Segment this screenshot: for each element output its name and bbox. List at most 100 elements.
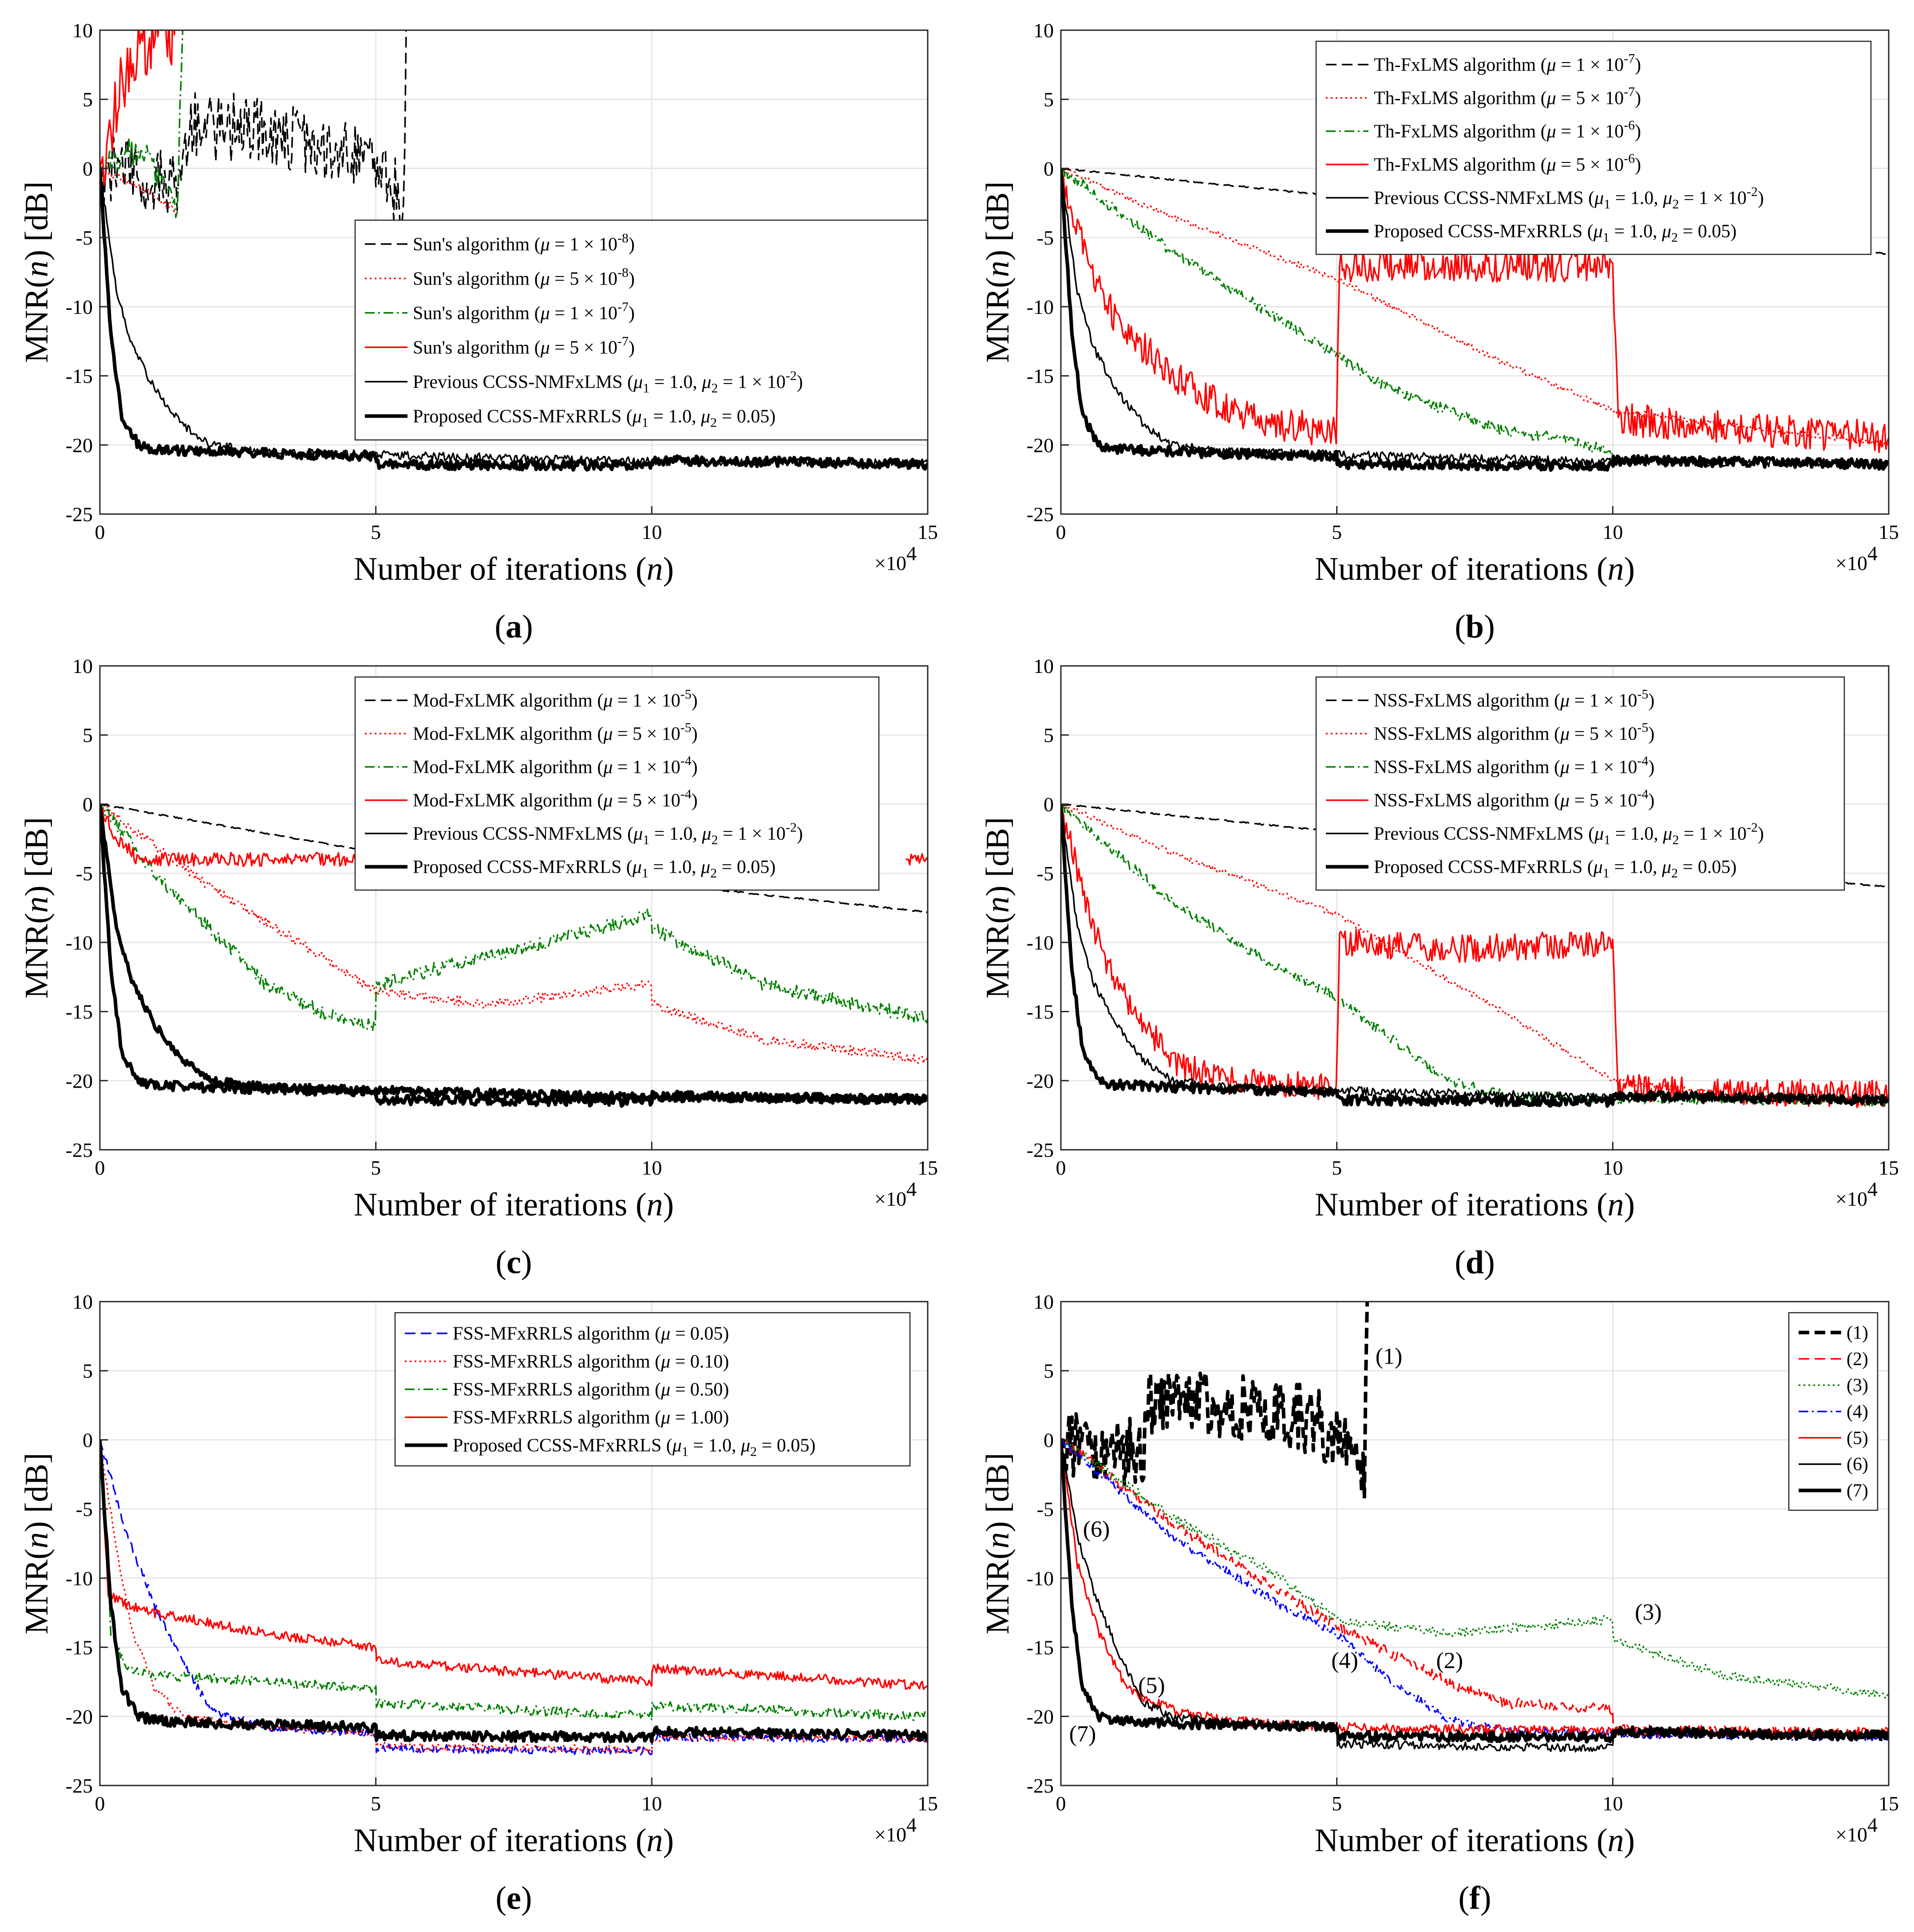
legend-box (354, 219, 929, 441)
panel-label: (c) (495, 1244, 532, 1281)
curve-annotation: (1) (1376, 1344, 1403, 1369)
series-line (100, 30, 407, 236)
y-tick-label: -15 (66, 1001, 93, 1023)
y-tick-label: 5 (83, 724, 93, 747)
chart-panel-c: 0 5 10 15 10 5 0 -5 -10 -15 -20 -25 ×104 Number of it… (19, 655, 938, 1281)
y-tick-label: -15 (66, 1636, 93, 1659)
series-group (1061, 1302, 1889, 1753)
legend-box (1788, 1312, 1878, 1511)
y-tick-label: -20 (1027, 1069, 1054, 1092)
x-tick-label: 10 (1602, 521, 1623, 543)
series-line (1061, 1439, 1889, 1699)
legend-entry: Th-FxLMS algorithm (μ = 5 × 10-7) (1374, 85, 1641, 109)
legend-entry: Mod-FxLMK algorithm (μ = 5 × 10-5) (413, 721, 698, 744)
x-tick-label: 15 (1878, 521, 1899, 543)
y-tick-label: 5 (1044, 1360, 1054, 1382)
legend-entry: Sun's algorithm (μ = 5 × 10-8) (413, 265, 635, 289)
x-tick-label: 0 (95, 1156, 105, 1179)
y-axis-label: MNR(n) [dB] (980, 1453, 1016, 1634)
legend: NSS-FxLMS algorithm (μ = 1 × 10-5) NSS-Fx… (1315, 676, 1845, 891)
y-tick-label: -25 (1027, 1139, 1054, 1161)
legend-entry: FSS-MFxRRLS algorithm (μ = 0.05) (453, 1324, 729, 1344)
x-multiplier: ×104 (874, 1813, 917, 1846)
legend-entry: Th-FxLMS algorithm (μ = 1 × 10-6) (1374, 118, 1641, 142)
x-axis-label: Number of iterations (n) (1315, 1187, 1635, 1223)
legend: Mod-FxLMK algorithm (μ = 1 × 10-5) Mod-Fx… (354, 676, 880, 891)
y-axis-label: MNR(n) [dB] (980, 181, 1016, 363)
x-tick-label: 5 (1332, 521, 1342, 543)
x-tick-label: 10 (1602, 1792, 1623, 1815)
panel-label: (d) (1455, 1244, 1495, 1281)
y-tick-label: -10 (1027, 1567, 1054, 1590)
y-tick-label: -5 (76, 1498, 93, 1520)
x-multiplier: ×104 (874, 1178, 917, 1210)
x-tick-label: 0 (1056, 521, 1066, 543)
legend-entry: NSS-FxLMS algorithm (μ = 1 × 10-4) (1374, 754, 1655, 778)
y-tick-label: -5 (1037, 862, 1054, 885)
y-tick-label: -20 (66, 434, 93, 456)
y-axis-label: MNR(n) [dB] (980, 817, 1016, 998)
series-line (100, 168, 928, 472)
y-tick-label: -25 (66, 1139, 93, 1161)
legend-box (354, 676, 880, 891)
legend-entry: (5) (1847, 1428, 1868, 1449)
legend-entry: Proposed CCSS-MFxRRLS (μ1​ = 1.0, μ2​ = … (413, 406, 775, 430)
axes-frame (1060, 29, 1890, 515)
chart-panel-d: 0 5 10 15 10 5 0 -5 -10 -15 -20 -25 ×104 Number of it… (980, 655, 1899, 1281)
y-tick-label: -5 (1037, 226, 1054, 249)
x-tick-label: 10 (641, 1792, 662, 1815)
x-tick-label: 5 (371, 1792, 381, 1815)
y-tick-label: 10 (1033, 1291, 1054, 1313)
y-tick-label: -25 (1027, 1774, 1054, 1797)
legend-entry: Th-FxLMS algorithm (μ = 1 × 10-7) (1374, 51, 1641, 75)
chart-panel-e: 0 5 10 15 10 5 0 -5 -10 -15 -20 -25 ×104 Number of it… (19, 1291, 938, 1916)
series-group (100, 1439, 928, 1756)
y-tick-label: -5 (76, 226, 93, 249)
x-axis-label: Number of iterations (n) (1315, 1822, 1635, 1859)
series-line (100, 30, 178, 186)
y-tick-label: -10 (1027, 296, 1054, 318)
curve-annotation: (2) (1436, 1648, 1463, 1673)
series-line (100, 804, 377, 867)
curve-annotation: (3) (1635, 1599, 1662, 1625)
y-tick-label: 10 (72, 1291, 93, 1313)
series-line (1061, 168, 1613, 457)
x-tick-label: 5 (371, 521, 381, 543)
axes-frame (1060, 1301, 1890, 1786)
series-line (1061, 1302, 1369, 1500)
legend-entry: Previous CCSS-NMFxLMS (μ1​ = 1.0, μ2​ = … (1374, 820, 1764, 847)
legend-entry: (3) (1847, 1375, 1868, 1396)
x-multiplier: ×104 (1835, 1813, 1878, 1846)
y-tick-label: 10 (72, 19, 93, 42)
legend-entry: Previous CCSS-NMFxLMS (μ1​ = 1.0, μ2​ = … (413, 368, 803, 396)
x-tick-label: 10 (641, 521, 662, 543)
y-axis-label: MNR(n) [dB] (19, 181, 55, 363)
y-tick-label: 0 (83, 1429, 93, 1451)
series-line (906, 853, 928, 866)
legend-entry: NSS-FxLMS algorithm (μ = 5 × 10-4) (1374, 787, 1655, 811)
legend-entry: NSS-FxLMS algorithm (μ = 5 × 10-5) (1374, 721, 1655, 744)
curve-annotation: (6) (1083, 1516, 1110, 1542)
x-tick-label: 0 (95, 1792, 105, 1815)
series-line (1061, 167, 1889, 448)
series-line (100, 804, 928, 1108)
series-line (100, 804, 928, 1065)
series-line (1061, 168, 1889, 472)
series-line (100, 167, 178, 213)
series-line (100, 30, 184, 218)
x-axis-label: Number of iterations (n) (354, 1187, 674, 1223)
series-line (1061, 804, 1889, 1108)
legend-entry: Proposed CCSS-MFxRRLS (μ1​ = 1.0, μ2​ = … (1374, 222, 1736, 245)
panel-label: (a) (494, 609, 533, 645)
chart-panel-a: 0 5 10 15 10 5 0 -5 -10 -15 -20 -25 ×104 Number of it… (19, 19, 938, 645)
y-tick-label: 0 (1044, 1429, 1054, 1451)
legend-entry: Th-FxLMS algorithm (μ = 5 × 10-6) (1374, 151, 1641, 175)
legend-box (1315, 676, 1845, 891)
panel-label: (f) (1459, 1880, 1491, 1916)
y-tick-label: -15 (1027, 365, 1054, 388)
legend-entry: Sun's algorithm (μ = 1 × 10-7) (413, 300, 635, 324)
legend-entry: FSS-MFxRRLS algorithm (μ = 0.10) (453, 1352, 729, 1372)
y-tick-label: 0 (1044, 157, 1054, 180)
y-tick-label: -25 (66, 503, 93, 526)
